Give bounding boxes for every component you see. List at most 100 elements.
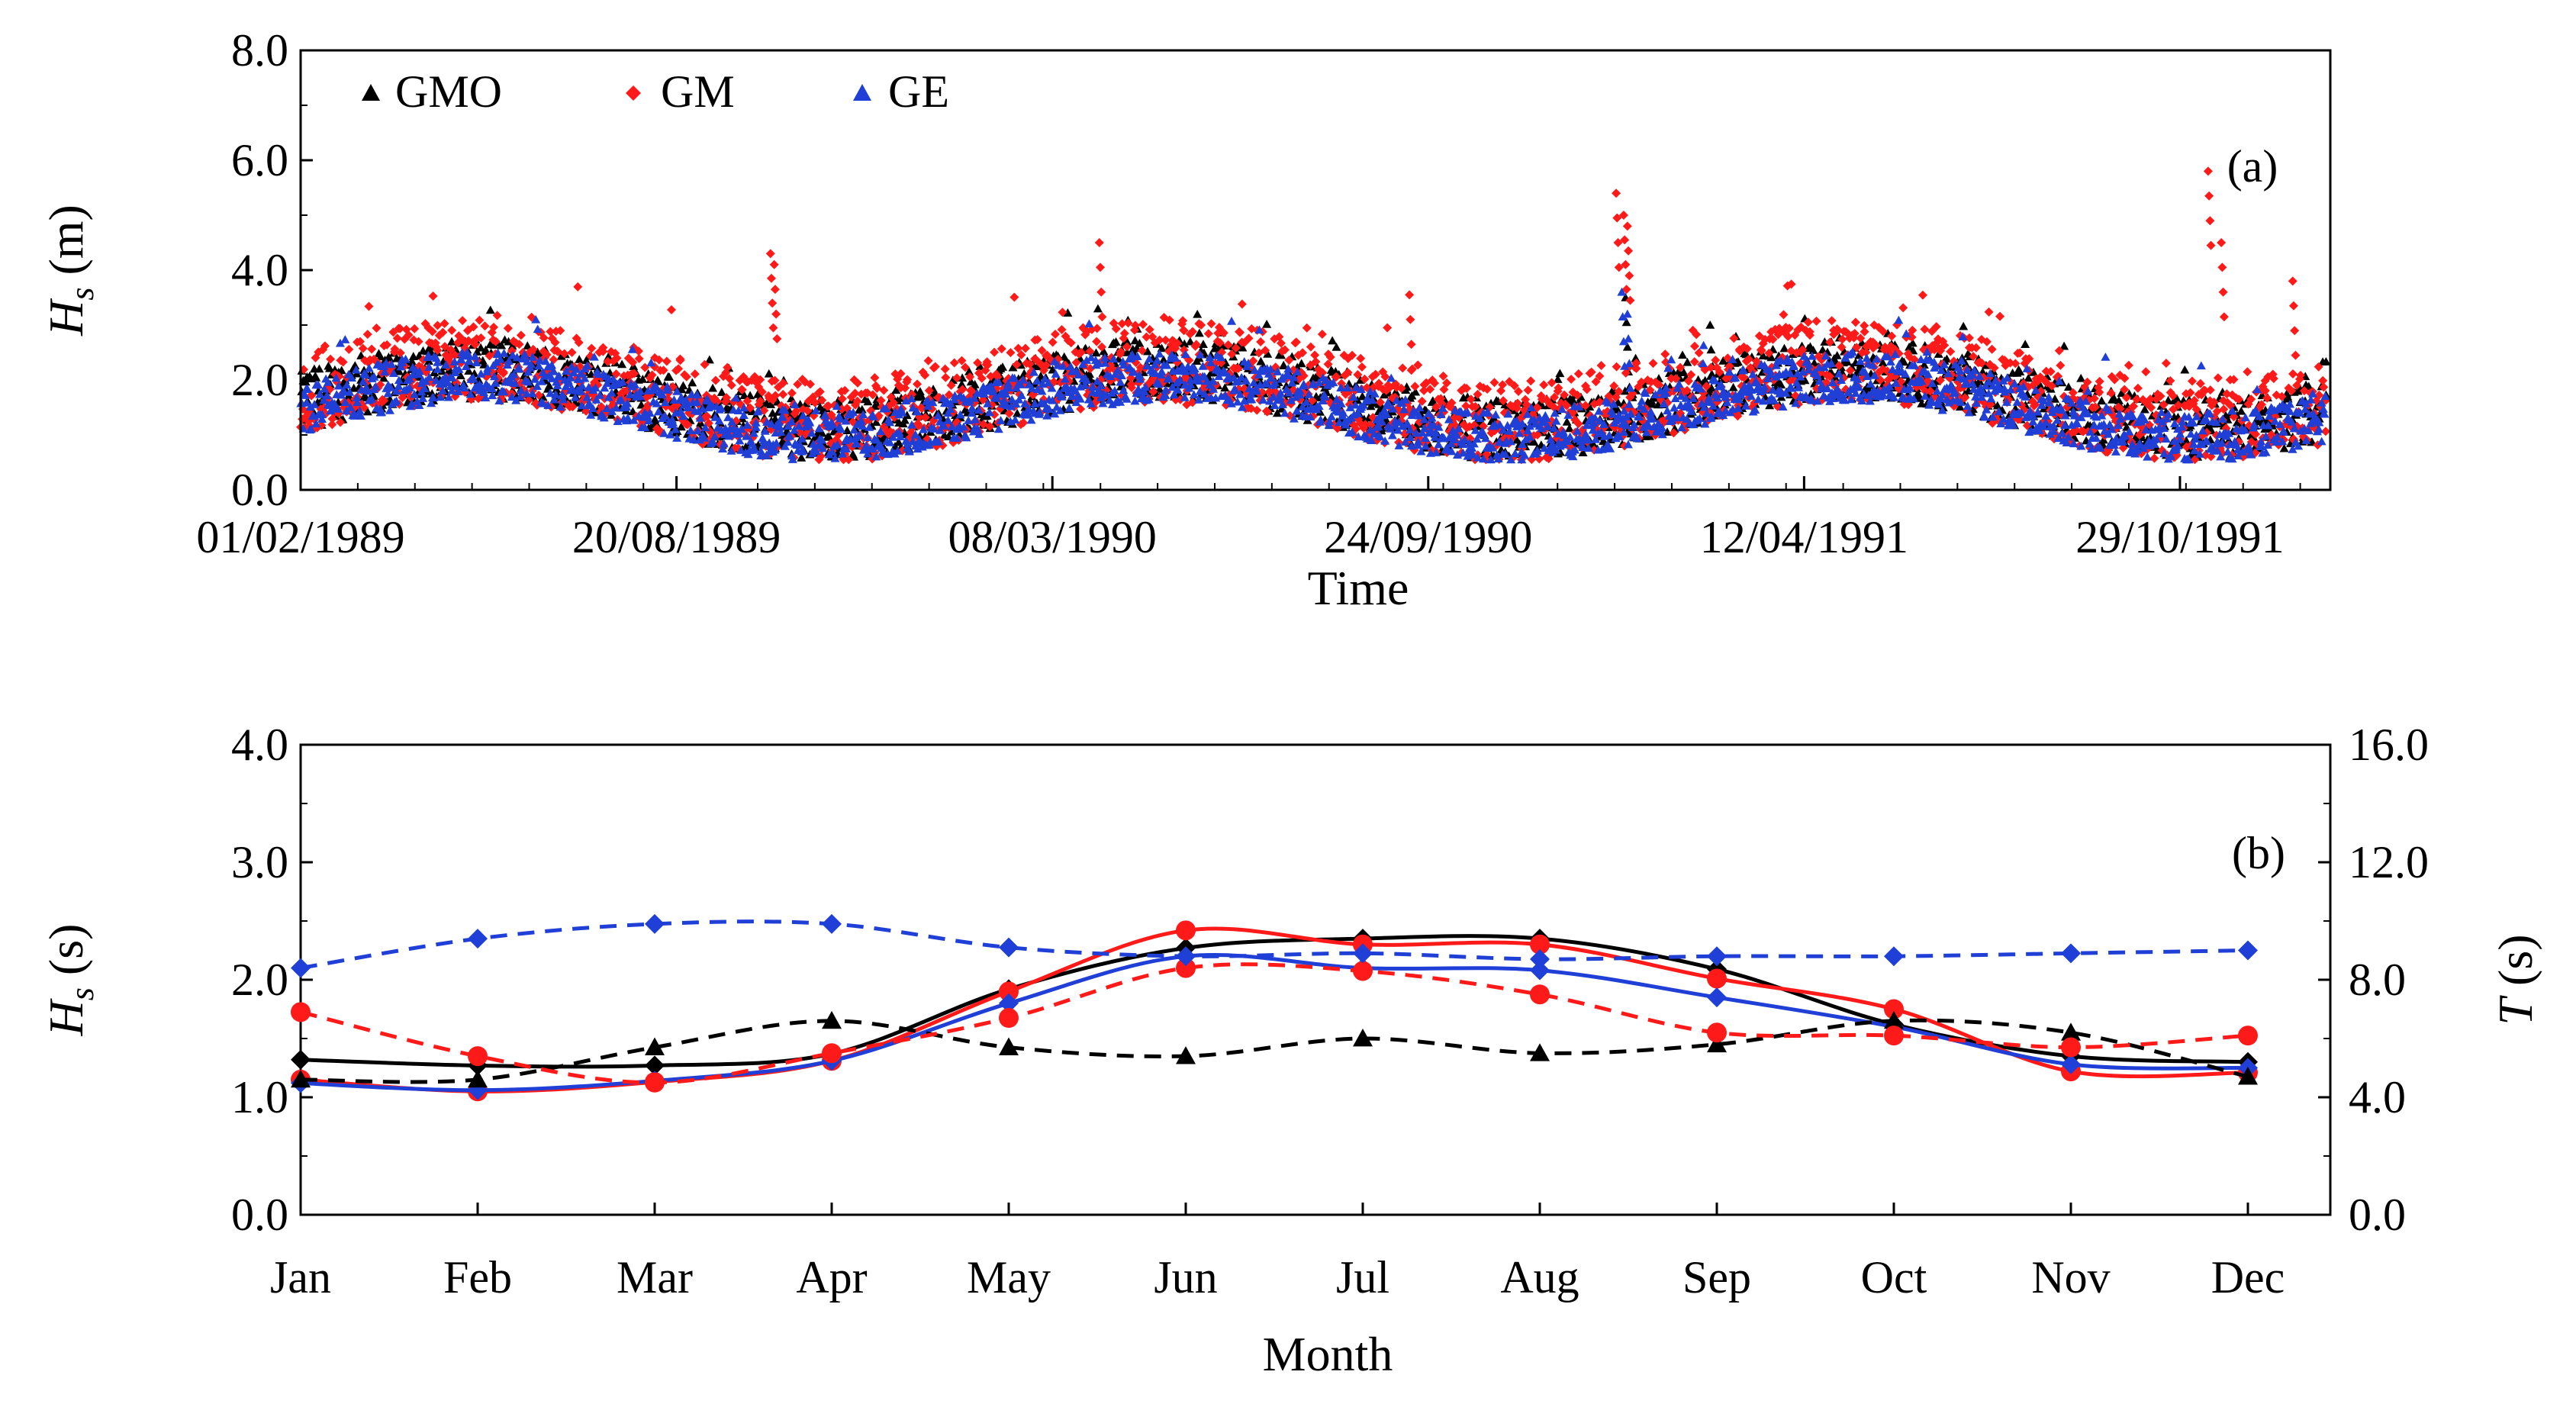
a-point: [1567, 374, 1576, 384]
a-point: [787, 451, 797, 460]
a-point: [1442, 378, 1452, 388]
a-point: [1084, 319, 1094, 328]
a-point: [783, 437, 793, 446]
a-point: [1066, 338, 1076, 348]
a-point: [344, 344, 354, 354]
a-spike-point: [768, 298, 778, 308]
a-point: [1132, 352, 1142, 361]
a-point: [587, 343, 597, 353]
a-point: [531, 314, 541, 324]
a-point: [1164, 374, 1174, 383]
a-point: [2251, 429, 2261, 439]
a-point: [1162, 360, 1172, 369]
a-point: [916, 391, 926, 401]
a-point: [1360, 374, 1370, 384]
a-point: [447, 372, 457, 382]
a-point: [526, 362, 536, 372]
a-point: [1660, 349, 1670, 359]
a-point: [390, 344, 400, 354]
a-point: [2014, 365, 2024, 374]
a-point: [2168, 391, 2178, 401]
a-point: [865, 423, 874, 431]
a-point: [1283, 364, 1293, 373]
a-point: [450, 350, 460, 360]
a-point: [1071, 358, 1081, 368]
a-point: [488, 391, 497, 400]
a-spike-point: [1406, 314, 1415, 324]
a-point: [464, 356, 474, 365]
a-point: [660, 411, 670, 420]
a-point: [2068, 388, 2078, 398]
a-point: [1252, 405, 1262, 415]
a-point: [491, 378, 501, 387]
a-point: [1100, 358, 1110, 367]
a-point: [1249, 378, 1259, 387]
a-point: [1733, 357, 1743, 365]
a-point: [1837, 334, 1847, 344]
a-point: [722, 393, 732, 403]
a-point: [440, 342, 449, 352]
a-point: [957, 356, 967, 365]
a-point: [1261, 346, 1270, 356]
a-point: [726, 380, 736, 390]
a-point: [1122, 342, 1132, 352]
a-point: [1345, 403, 1355, 411]
a-spike-point: [2206, 240, 2216, 250]
a-point: [2059, 341, 2069, 350]
a-point: [1045, 404, 1055, 413]
a-point: [555, 372, 565, 381]
a-point: [345, 387, 355, 396]
a-point: [355, 337, 365, 346]
a-point: [1167, 382, 1177, 391]
a-point: [475, 315, 485, 325]
a-point: [1092, 376, 1102, 385]
a-point: [469, 322, 478, 332]
a-point: [910, 430, 920, 439]
a-point: [433, 320, 443, 330]
a-spike-point: [1624, 246, 1634, 256]
a-point: [1012, 359, 1022, 369]
a-point: [367, 394, 377, 403]
a-point: [625, 390, 635, 398]
a-point: [917, 404, 927, 414]
a-point: [2097, 396, 2107, 405]
a-point: [1050, 329, 1060, 339]
a-spike-point: [1407, 364, 1417, 374]
a-point: [1878, 327, 1888, 337]
a-point: [382, 340, 392, 349]
a-point: [1322, 375, 1331, 385]
a-point: [1832, 350, 1842, 359]
a-point: [808, 439, 818, 448]
a-point: [1907, 332, 1917, 342]
a-point: [447, 385, 457, 394]
a-point: [1553, 375, 1563, 383]
a-point: [302, 384, 312, 393]
a-point: [1715, 367, 1724, 377]
a-point: [684, 403, 694, 412]
a-point: [2129, 401, 2139, 411]
a-point: [836, 424, 846, 433]
a-point: [919, 424, 929, 433]
a-point: [952, 433, 961, 442]
a-point: [1032, 376, 1042, 385]
a-point: [2054, 346, 2064, 356]
a-point: [1766, 353, 1776, 362]
a-point: [362, 407, 372, 416]
a-point: [1328, 378, 1338, 387]
a-point: [2277, 391, 2287, 401]
a-spike-point: [1182, 400, 1192, 410]
a-point: [549, 355, 559, 365]
a-point: [532, 382, 542, 391]
a-point: [1296, 359, 1306, 368]
a-point: [824, 432, 834, 440]
a-spike-point: [772, 334, 782, 343]
a-point: [1097, 342, 1107, 352]
a-point: [975, 362, 985, 370]
a-point: [346, 373, 356, 382]
a-point: [742, 420, 752, 429]
a-point: [1023, 404, 1033, 413]
a-point: [1439, 385, 1449, 394]
a-point: [420, 384, 430, 393]
a-point: [2141, 367, 2151, 377]
a-point: [1205, 353, 1215, 362]
